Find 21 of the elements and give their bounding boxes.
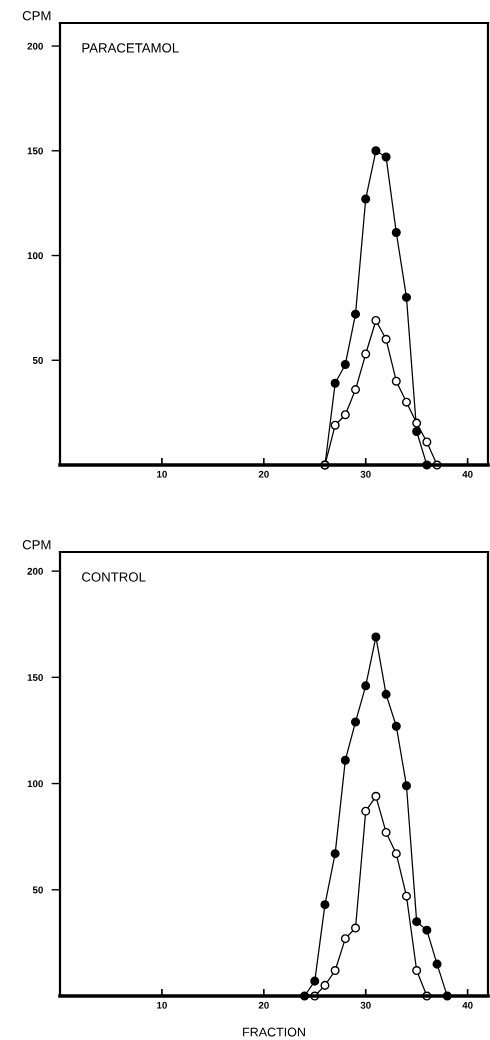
y-tick-label: 100 — [27, 780, 43, 788]
y-tick-label: 50 — [32, 886, 43, 894]
x-tick-label: 40 — [462, 1001, 473, 1009]
x-axis-title: FRACTION — [243, 1027, 305, 1037]
y-tick-label: 100 — [27, 252, 43, 260]
y-tick-label: 200 — [27, 567, 43, 575]
y-axis-title: CPM — [22, 11, 51, 21]
y-tick-label: 150 — [27, 674, 43, 681]
y-tick-label: 150 — [27, 147, 43, 155]
x-tick-label: 10 — [157, 470, 167, 478]
x-tick-label: 30 — [360, 1001, 371, 1009]
x-tick-label: 40 — [462, 470, 473, 478]
x-tick-label: 30 — [360, 470, 371, 478]
text: PARACETAMOL — [82, 43, 179, 53]
y-tick-label: 200 — [27, 42, 43, 50]
y-tick-label: 50 — [32, 356, 43, 364]
x-tick-label: 10 — [157, 1001, 167, 1009]
text: CONTROL — [82, 572, 146, 582]
y-axis-title: CPM — [22, 540, 51, 550]
x-tick-label: 20 — [258, 1001, 269, 1009]
x-tick-label: 20 — [258, 470, 269, 478]
